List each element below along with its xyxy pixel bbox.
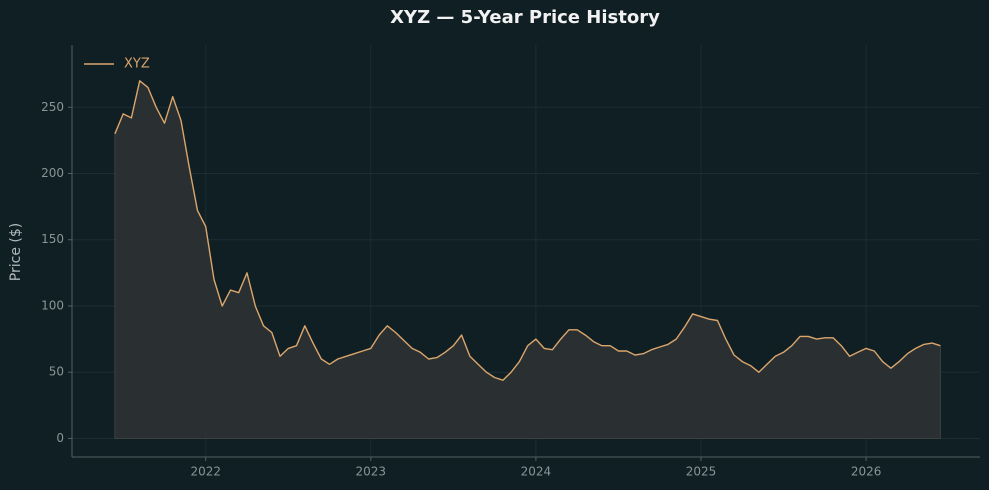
y-tick-label: 100 (41, 298, 64, 312)
y-tick-label: 50 (49, 365, 64, 379)
x-tick-label: 2023 (356, 465, 387, 479)
x-tick-label: 2022 (190, 465, 221, 479)
x-tick-label: 2026 (851, 465, 882, 479)
y-tick-label: 0 (56, 431, 64, 445)
y-tick-label: 250 (41, 100, 64, 114)
line (114, 80, 941, 381)
chart-title: XYZ — 5-Year Price History (390, 7, 660, 28)
y-tick-label: 150 (41, 232, 64, 246)
x-tick-label: 2025 (686, 465, 717, 479)
x-tick-label: 2024 (521, 465, 552, 479)
y-tick-label: 200 (41, 166, 64, 180)
legend-label: XYZ (124, 57, 150, 72)
y-axis-label: Price ($) (8, 223, 24, 281)
